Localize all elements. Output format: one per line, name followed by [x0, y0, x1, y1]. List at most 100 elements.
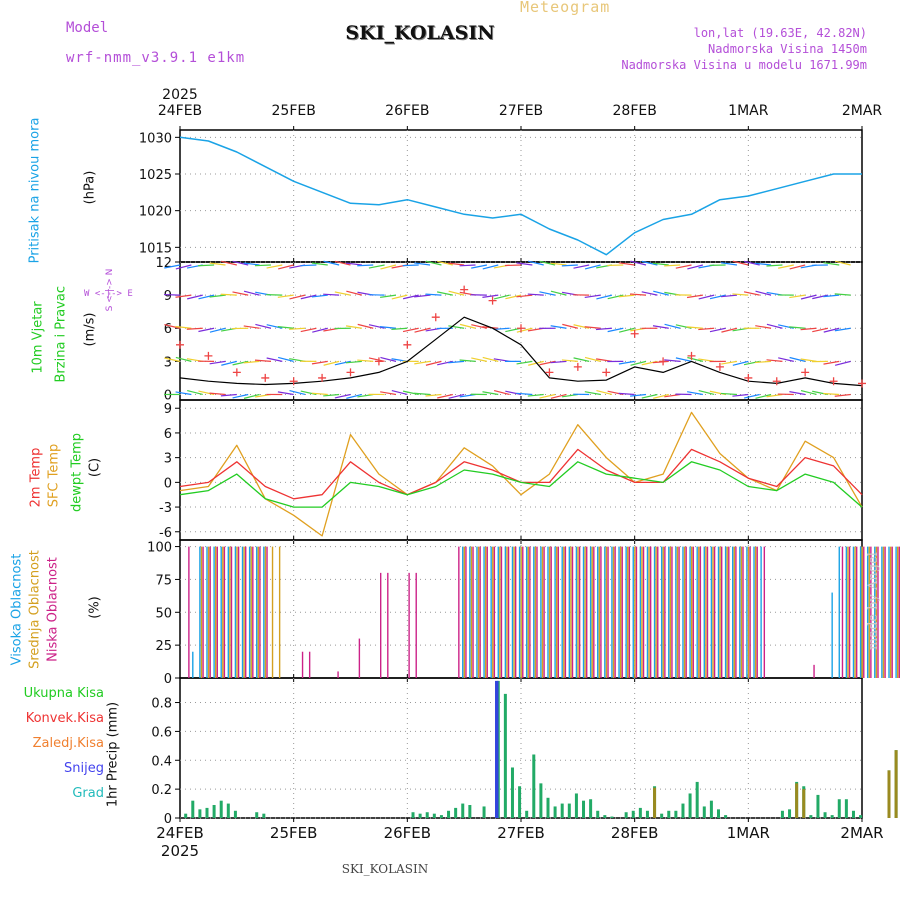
- wind-barb: [664, 264, 681, 267]
- wind-barb: [414, 392, 431, 396]
- wind-barb: [619, 327, 635, 333]
- wind-barb: [345, 325, 362, 329]
- temp-2m-label: 2m Temp: [28, 447, 44, 508]
- y-tick-label: 3: [164, 452, 172, 467]
- wind-barb: [471, 264, 488, 269]
- wind-barb: [380, 294, 397, 298]
- pressure-unit: (hPa): [82, 170, 98, 205]
- wind-barb: [539, 291, 556, 296]
- precip-bar-total-rain: [716, 809, 720, 818]
- wind-barb: [527, 293, 544, 296]
- legend-hail: Grad: [72, 786, 104, 801]
- wind-barb: [198, 327, 215, 333]
- wind-barb: [755, 262, 772, 266]
- x-tick-label-bottom: 1MAR: [727, 824, 770, 842]
- wind-barb: [380, 264, 397, 270]
- wind-barb: [687, 391, 703, 396]
- wind-gust-marker: [602, 368, 611, 377]
- precip-bar-total-rain: [709, 800, 713, 818]
- wind-gust-marker: [289, 377, 298, 386]
- wind-barb: [573, 324, 590, 329]
- wind-barb: [482, 391, 499, 396]
- wind-barb: [493, 327, 510, 331]
- wind-barb: [698, 327, 715, 331]
- wind-barb: [721, 360, 738, 365]
- y-tick-label: 75: [155, 573, 172, 588]
- wind-gust-marker: [772, 377, 781, 386]
- legend-total-rain: Ukupna Kisa: [23, 686, 104, 701]
- wind-barb: [528, 260, 544, 266]
- y-tick-label: 6: [164, 322, 172, 337]
- wind-barb: [698, 389, 715, 396]
- precip-bar-total-rain: [191, 800, 195, 818]
- wind-barb: [755, 393, 772, 399]
- wind-barb: [834, 393, 851, 397]
- wind-barb: [266, 264, 283, 269]
- x-tick-label-top: 28FEB: [613, 103, 657, 119]
- precip-bar-total-rain: [503, 693, 507, 818]
- wind-barb: [550, 290, 567, 296]
- wind-barb: [221, 360, 237, 366]
- precip-bar-total-rain: [667, 810, 671, 818]
- precip-bar-total-rain: [809, 815, 813, 818]
- wind-barb: [459, 323, 476, 329]
- precip-bar-total-rain: [589, 799, 593, 818]
- wind-barb: [584, 391, 601, 396]
- wind-barb: [539, 393, 556, 399]
- wind-barb: [630, 393, 647, 397]
- precip-unit: 1hr Precip (mm): [105, 701, 121, 808]
- wind-barb: [471, 357, 488, 362]
- wind-barb: [289, 389, 306, 396]
- model-name: wrf-nmm_v3.9.1 e1km: [66, 50, 246, 66]
- station-title: SKI_KOLASIN: [345, 22, 495, 44]
- wind-barb: [664, 393, 681, 398]
- x-tick-label-top: 2MAR: [842, 103, 883, 119]
- wind-barb: [709, 327, 726, 333]
- precip-bar-total-rain: [695, 781, 699, 818]
- precip-bar-total-rain: [539, 783, 543, 818]
- wind-barb: [766, 264, 783, 267]
- wind-barb: [220, 393, 237, 397]
- wind-gust-marker: [545, 368, 554, 377]
- wind-gust-marker: [687, 351, 696, 360]
- wind-barb: [766, 323, 783, 329]
- cloud-mid-label: Srednja Oblacnost: [27, 550, 43, 669]
- wind-barb: [209, 262, 226, 266]
- wind-barb: [732, 360, 749, 366]
- wind-barb: [187, 294, 203, 300]
- wind-barb: [812, 294, 829, 300]
- wind-barb: [630, 360, 647, 366]
- wind-barb: [720, 294, 738, 298]
- wind-barb: [584, 294, 601, 299]
- temp-dew-label: dewpt Temp: [69, 433, 85, 513]
- wind-barb: [278, 356, 294, 362]
- wind-barb: [834, 360, 851, 366]
- wind-barb: [346, 290, 363, 296]
- wind-barb: [573, 264, 590, 269]
- wind-barb: [164, 357, 181, 362]
- precip-bar-total-rain: [574, 793, 578, 818]
- wind-barb: [630, 260, 647, 266]
- wind-barb: [823, 392, 840, 396]
- wind-barb: [482, 356, 499, 362]
- precip-bar-total-rain: [560, 803, 564, 818]
- precip-bar-total-rain: [851, 810, 855, 818]
- wind-barb: [175, 264, 192, 270]
- wind-barb: [584, 326, 601, 329]
- y-tick-label: 0: [164, 476, 172, 491]
- wind-barb: [641, 291, 658, 296]
- x-tick-label-bottom: 24FEB: [156, 824, 203, 842]
- wind-unit: (m/s): [82, 312, 98, 347]
- wind-barb: [607, 294, 624, 300]
- wind-gust-marker: [858, 379, 866, 388]
- year-label-bottom: 2025: [161, 842, 199, 860]
- wind-gust-marker: [488, 296, 497, 305]
- wind-barb: [368, 324, 385, 329]
- precip-bar-total-rain: [582, 800, 586, 818]
- precip-bar-total-rain: [660, 813, 664, 818]
- wind-barb: [163, 293, 181, 296]
- wind-barb: [789, 264, 806, 270]
- y-tick-label: 25: [155, 639, 172, 654]
- wind-barb: [664, 359, 681, 362]
- wind-gust-marker: [715, 362, 724, 371]
